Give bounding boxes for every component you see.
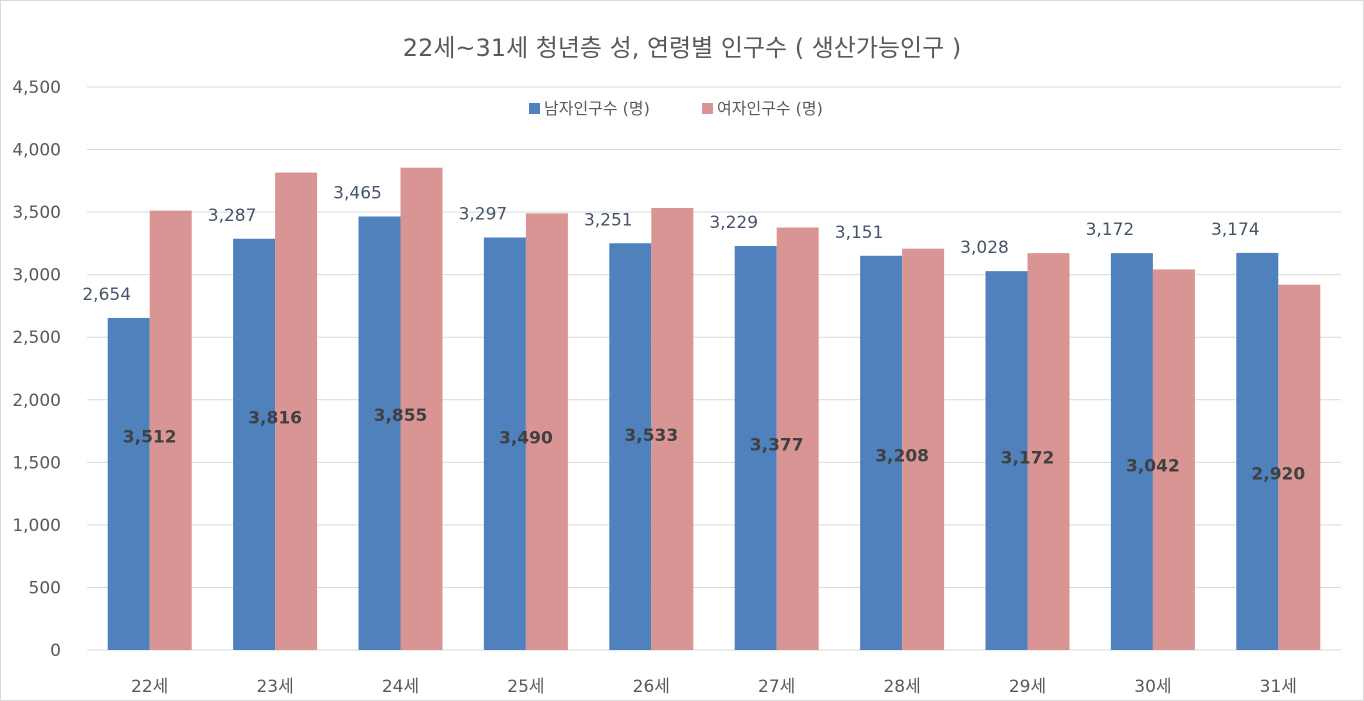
data-label-female: 2,920 [1251,464,1305,484]
data-label-male: 3,151 [835,223,884,243]
x-axis-ticks: 22세 23세 24세 25세 26세 27세 28세 29세 30세 31세 [131,677,1297,697]
y-tick-label: 3,500 [12,203,61,223]
chart-title: 22세~31세 청년층 성, 연령별 인구수 ( 생산가능인구 ) [403,34,961,62]
y-tick-label: 4,000 [12,141,61,161]
data-label-female: 3,208 [875,446,929,466]
bar-male [358,216,401,651]
bar-male [233,238,276,651]
bar-female [525,213,568,650]
data-label-female: 3,512 [123,427,177,447]
data-label-female: 3,490 [499,429,553,449]
bar-male [734,246,777,650]
legend-label-female: 여자인구수 (명) [717,99,823,118]
bar-female [400,167,443,651]
bar-female [902,248,945,650]
legend: 남자인구수 (명) 여자인구수 (명) [529,99,823,118]
data-label-female: 3,816 [248,408,302,428]
bar-male [860,255,903,650]
bar-female [651,207,694,651]
x-tick-label: 25세 [507,677,544,697]
y-axis-ticks: 0 500 1,000 1,500 2,000 2,500 3,000 3,500 4,000 4… [12,78,61,661]
data-label-male: 2,654 [82,285,131,305]
x-tick-label: 30세 [1134,677,1171,697]
x-tick-label: 31세 [1260,677,1297,697]
bar-female [1278,284,1321,650]
x-tick-label: 24세 [382,677,419,697]
bar-female [1152,269,1195,650]
x-tick-label: 29세 [1009,677,1046,697]
bar-male [985,271,1028,650]
y-tick-label: 2,000 [12,391,61,411]
bar-male [609,243,652,650]
y-tick-label: 1,500 [12,453,61,473]
legend-label-male: 남자인구수 (명) [544,99,650,118]
y-tick-label: 0 [50,641,61,661]
data-label-female: 3,377 [750,436,804,456]
bar-female [1027,253,1070,650]
bar-female [776,227,819,651]
data-label-male: 3,251 [584,210,633,230]
y-tick-label: 3,000 [12,266,61,286]
data-label-male: 3,174 [1211,220,1260,240]
data-label-female: 3,855 [374,406,428,426]
x-tick-label: 23세 [256,677,293,697]
data-labels: 2,654 3,512 3,287 3,816 3,465 3,855 3,297 3,490… [82,183,1305,484]
bar-female [275,172,318,651]
x-tick-label: 22세 [131,677,168,697]
bar-male [107,317,150,650]
bars [107,167,1321,651]
bar-male [1236,252,1279,650]
y-tick-label: 500 [29,578,61,598]
x-tick-label: 26세 [633,677,670,697]
x-tick-label: 28세 [883,677,920,697]
data-label-male: 3,172 [1086,220,1135,240]
y-tick-label: 4,500 [12,78,61,98]
legend-swatch-female [702,103,713,114]
data-label-female: 3,172 [1001,449,1055,469]
bar-male [483,237,526,650]
bar-female [149,210,192,650]
y-tick-label: 1,000 [12,516,61,536]
data-label-male: 3,028 [960,238,1009,258]
data-label-male: 3,287 [208,206,257,226]
data-label-female: 3,533 [624,426,678,446]
data-label-male: 3,229 [709,213,758,233]
bar-male [1110,253,1153,650]
legend-swatch-male [529,103,540,114]
y-tick-label: 2,500 [12,328,61,348]
x-tick-label: 27세 [758,677,795,697]
data-label-male: 3,297 [459,205,508,225]
data-label-male: 3,465 [333,183,382,203]
data-label-female: 3,042 [1126,457,1180,477]
